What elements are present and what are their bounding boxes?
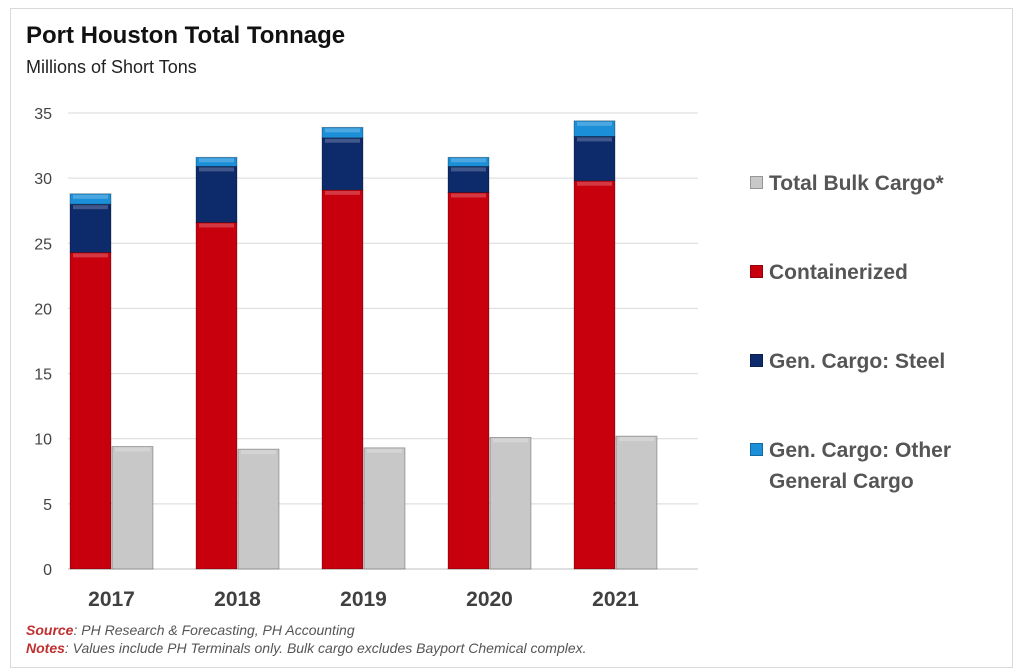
bar-2019-gen-cargo-steel-highlight — [325, 138, 360, 143]
bar-2019-gen-cargo-steel — [321, 137, 364, 191]
bar-2017-containerized-highlight — [73, 253, 108, 258]
bar-2020-bulk-highlight — [493, 438, 528, 443]
y-tick-label-5: 5 — [43, 497, 52, 514]
x-tick-label-2020: 2020 — [466, 588, 513, 611]
legend-item-other-general: Gen. Cargo: Other General Cargo — [750, 435, 1005, 497]
chart-title: Port Houston Total Tonnage — [26, 22, 346, 49]
bar-2019-gen-cargo-other-general-cargo — [321, 126, 364, 139]
legend-label-containerized: Containerized — [769, 261, 908, 284]
bar-2017-bulk-highlight — [115, 447, 150, 452]
legend-swatch-other-general — [750, 443, 763, 456]
source-note: Source: PH Research & Forecasting, PH Ac… — [26, 622, 355, 638]
bar-2018-gen-cargo-steel-highlight — [199, 167, 234, 172]
bar-2018-gen-cargo-other-general-cargo — [195, 156, 238, 167]
x-tick-label-2021: 2021 — [592, 588, 639, 611]
bar-2020-containerized-highlight — [451, 193, 486, 198]
bar-2019-bulk — [363, 447, 406, 570]
legend-label-steel: Gen. Cargo: Steel — [769, 350, 946, 373]
bar-2021-containerized-highlight — [577, 181, 612, 186]
bar-2018-bulk-highlight — [241, 450, 276, 455]
y-tick-label-35: 35 — [34, 106, 52, 123]
bar-2021-containerized — [573, 180, 616, 570]
source-text: : PH Research & Forecasting, PH Accounti… — [73, 622, 355, 638]
bar-2019-bulk-highlight — [367, 448, 402, 453]
bar-2018-containerized-highlight — [199, 223, 234, 228]
bar-2019-containerized — [321, 189, 364, 570]
legend-swatch-bulk — [750, 176, 763, 189]
legend-item-steel: Gen. Cargo: Steel — [750, 346, 1005, 377]
y-tick-label-10: 10 — [34, 432, 52, 449]
x-tick-label-2017: 2017 — [88, 588, 135, 611]
bar-2021-gen-cargo-steel — [573, 136, 616, 182]
legend-item-bulk: Total Bulk Cargo* — [750, 168, 1005, 199]
legend-swatch-steel — [750, 354, 763, 367]
bar-2021-bulk — [615, 435, 658, 570]
notes-text: : Values include PH Terminals only. Bulk… — [64, 640, 587, 656]
bar-2017-gen-cargo-other-general-cargo-highlight — [73, 194, 108, 199]
bar-2021-gen-cargo-other-general-cargo-highlight — [577, 121, 612, 126]
legend-label-bulk: Total Bulk Cargo* — [769, 172, 944, 195]
bar-2019-containerized-highlight — [325, 190, 360, 195]
bar-2017-gen-cargo-steel — [69, 203, 112, 253]
notes-note: Notes: Values include PH Terminals only.… — [26, 640, 587, 656]
legend-swatch-containerized — [750, 265, 763, 278]
y-tick-label-0: 0 — [43, 562, 52, 579]
bar-2021-gen-cargo-other-general-cargo — [573, 120, 616, 137]
bar-2018-gen-cargo-steel — [195, 166, 238, 223]
bar-2021-bulk-highlight — [619, 437, 654, 442]
y-tick-label-30: 30 — [34, 171, 52, 188]
y-tick-label-20: 20 — [34, 301, 52, 318]
bar-2020-bulk — [489, 437, 532, 570]
x-tick-label-2018: 2018 — [214, 588, 261, 611]
x-tick-label-2019: 2019 — [340, 588, 387, 611]
bar-2021-gen-cargo-steel-highlight — [577, 137, 612, 142]
y-tick-label-15: 15 — [34, 367, 52, 384]
source-label: Source — [26, 622, 74, 638]
legend-item-containerized: Containerized — [750, 257, 1005, 288]
bar-2018-gen-cargo-other-general-cargo-highlight — [199, 158, 234, 163]
y-tick-label-25: 25 — [34, 236, 52, 253]
chart-subtitle: Millions of Short Tons — [26, 57, 197, 77]
bar-2020-containerized — [447, 192, 490, 570]
bar-2018-bulk — [237, 448, 280, 570]
bar-2017-gen-cargo-steel-highlight — [73, 205, 108, 210]
bar-2020-gen-cargo-steel-highlight — [451, 167, 486, 172]
bar-2017-bulk — [111, 446, 154, 570]
bar-2017-gen-cargo-other-general-cargo — [69, 193, 112, 205]
bar-2018-containerized — [195, 222, 238, 570]
bar-2019-gen-cargo-other-general-cargo-highlight — [325, 128, 360, 133]
legend-label-other-general: Gen. Cargo: Other General Cargo — [769, 439, 952, 493]
bar-2017-containerized — [69, 252, 112, 570]
notes-label: Notes — [26, 640, 65, 656]
bar-2020-gen-cargo-other-general-cargo — [447, 156, 490, 167]
bar-2020-gen-cargo-other-general-cargo-highlight — [451, 158, 486, 163]
